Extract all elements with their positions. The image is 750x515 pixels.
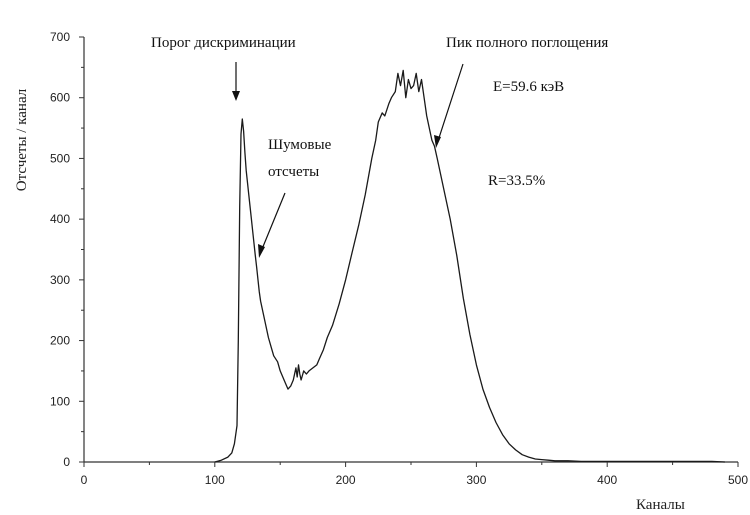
y-tick-label: 0 bbox=[63, 455, 70, 469]
arrow-threshold-head bbox=[232, 91, 240, 101]
y-tick-label: 700 bbox=[50, 30, 70, 44]
y-tick-label: 600 bbox=[50, 91, 70, 105]
y-tick-label: 400 bbox=[50, 212, 70, 226]
y-tick-label: 100 bbox=[50, 394, 70, 408]
arrow-noise-head bbox=[258, 244, 265, 258]
annotation-noise-line2: отсчеты bbox=[268, 164, 319, 180]
y-ticks: 0 100 200 300 400 500 600 700 bbox=[50, 30, 84, 469]
annotations: Порог дискриминации Шумовые отсчеты Пик … bbox=[151, 35, 608, 258]
y-tick-label: 300 bbox=[50, 273, 70, 287]
y-tick-label: 500 bbox=[50, 151, 70, 165]
x-axis-title: Каналы bbox=[636, 497, 685, 513]
annotation-energy: E=59.6 кэВ bbox=[493, 79, 564, 95]
annotation-photopeak: Пик полного поглощения bbox=[446, 35, 608, 51]
x-tick-label: 100 bbox=[205, 473, 225, 487]
spectrum-series-line bbox=[214, 69, 725, 463]
x-tick-label: 500 bbox=[728, 473, 748, 487]
x-tick-label: 200 bbox=[336, 473, 356, 487]
axes bbox=[83, 37, 738, 463]
annotation-threshold: Порог дискриминации bbox=[151, 35, 296, 51]
arrow-noise bbox=[259, 192, 286, 255]
y-tick-label: 200 bbox=[50, 334, 70, 348]
x-tick-label: 400 bbox=[597, 473, 617, 487]
x-ticks: 0 100 200 300 400 500 bbox=[81, 462, 748, 487]
x-tick-label: 300 bbox=[466, 473, 486, 487]
y-axis-title: Отсчеты / канал bbox=[14, 88, 30, 191]
arrow-photopeak bbox=[436, 63, 464, 145]
x-tick-label: 0 bbox=[81, 473, 88, 487]
annotation-resolution: R=33.5% bbox=[488, 173, 545, 189]
arrow-photopeak-head bbox=[434, 135, 441, 148]
annotation-noise-line1: Шумовые bbox=[268, 137, 332, 153]
